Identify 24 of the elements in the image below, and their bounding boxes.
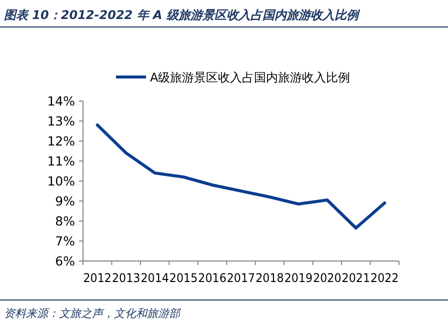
x-tick-label: 2019 bbox=[284, 271, 315, 285]
y-tick-label: 8% bbox=[55, 214, 76, 228]
x-tick-label: 2012 bbox=[83, 271, 114, 285]
y-tick-label: 13% bbox=[47, 114, 76, 128]
line-series bbox=[96, 124, 386, 230]
x-tick-label: 2016 bbox=[198, 271, 229, 285]
y-tick-label: 14% bbox=[47, 94, 76, 108]
y-tick-label: 11% bbox=[47, 154, 76, 168]
x-tick-label: 2018 bbox=[256, 271, 286, 285]
y-tick-label: 12% bbox=[47, 134, 76, 148]
x-tick-label: 2015 bbox=[169, 271, 200, 285]
legend-label: A级旅游景区收入占国内旅游收入比例 bbox=[150, 70, 350, 84]
x-tick-label: 2021 bbox=[342, 271, 372, 285]
x-tick-label: 2014 bbox=[140, 271, 172, 285]
y-tick-label: 10% bbox=[47, 174, 76, 188]
text: 资料来源：文旅之声，文化和旅游部 bbox=[4, 307, 182, 320]
y-tick-label: 7% bbox=[55, 234, 76, 248]
x-tick-label: 2013 bbox=[112, 271, 143, 285]
y-tick-label: 9% bbox=[55, 194, 76, 208]
x-tick-label: 2022 bbox=[370, 271, 402, 285]
chart-title: 图表 10：2012-2022 年 A 级旅游景区收入占国内旅游收入比例 bbox=[4, 8, 360, 22]
y-tick-label: 6% bbox=[55, 254, 76, 268]
x-tick-label: 2017 bbox=[226, 271, 258, 285]
x-tick-label: 2020 bbox=[313, 271, 344, 285]
